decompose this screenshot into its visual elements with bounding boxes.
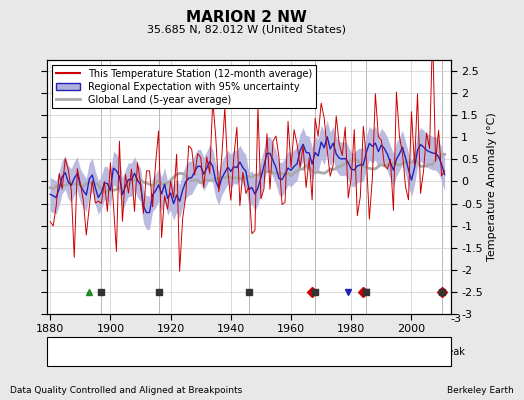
Text: Time of Obs. Change: Time of Obs. Change bbox=[262, 346, 367, 357]
Text: Empirical Break: Empirical Break bbox=[385, 346, 465, 357]
Text: -3: -3 bbox=[451, 314, 462, 324]
Text: ◆: ◆ bbox=[55, 346, 62, 357]
Legend: This Temperature Station (12-month average), Regional Expectation with 95% uncer: This Temperature Station (12-month avera… bbox=[52, 65, 316, 108]
Text: 35.685 N, 82.012 W (United States): 35.685 N, 82.012 W (United States) bbox=[147, 25, 346, 35]
Text: ■: ■ bbox=[372, 346, 381, 357]
Text: Berkeley Earth: Berkeley Earth bbox=[447, 386, 514, 395]
Y-axis label: Temperature Anomaly (°C): Temperature Anomaly (°C) bbox=[487, 113, 497, 261]
Text: ▲: ▲ bbox=[157, 346, 165, 357]
Text: Record Gap: Record Gap bbox=[170, 346, 230, 357]
Text: Data Quality Controlled and Aligned at Breakpoints: Data Quality Controlled and Aligned at B… bbox=[10, 386, 243, 395]
Text: MARION 2 NW: MARION 2 NW bbox=[186, 10, 307, 25]
Text: ▼: ▼ bbox=[249, 346, 256, 357]
Text: Station Move: Station Move bbox=[68, 346, 135, 357]
